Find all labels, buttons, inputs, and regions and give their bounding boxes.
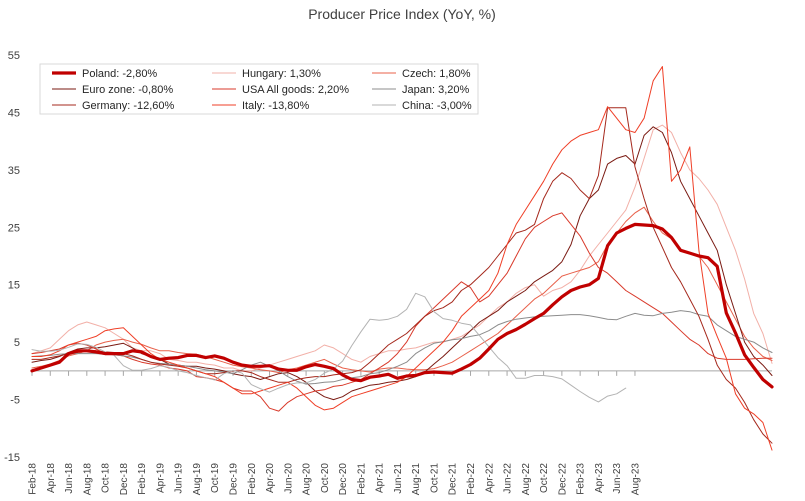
legend-label: China: -3,00%	[402, 100, 472, 112]
x-tick-label: Oct-19	[210, 463, 221, 493]
x-tick-label: Dec-22	[557, 463, 568, 496]
y-axis: -15 -5 5 15 25 35 45 55	[4, 50, 20, 464]
legend-label: Japan: 3,20%	[402, 84, 469, 96]
y-tick-label: 15	[8, 280, 20, 292]
x-tick-label: Dec-19	[228, 463, 239, 496]
x-tick-label: Jun-20	[283, 463, 294, 494]
x-tick-label: Feb-20	[247, 463, 258, 495]
x-tick-label: Aug-20	[302, 463, 313, 496]
y-tick-label: 5	[14, 337, 20, 349]
x-tick-label: Jun-18	[64, 463, 75, 494]
x-tick-label: Feb-18	[28, 463, 39, 495]
x-tick-label: Feb-19	[137, 463, 148, 495]
y-tick-label: -5	[10, 395, 20, 407]
legend: Poland: -2,80% Hungary: 1,30% Czech: 1,80%…	[39, 63, 479, 115]
x-tick-label: Dec-20	[338, 463, 349, 496]
series-lines	[30, 66, 774, 451]
x-tick-label: Feb-21	[356, 463, 367, 495]
x-tick-label: Dec-21	[448, 463, 459, 496]
series-line-germany	[31, 107, 773, 444]
y-tick-label: 35	[8, 165, 20, 177]
series-line-euro-zone	[31, 126, 773, 401]
x-tick-label: Aug-21	[411, 463, 422, 496]
x-tick-label: Jun-23	[612, 463, 623, 494]
x-tick-label: Feb-22	[466, 463, 477, 495]
legend-label: USA All goods: 2,20%	[242, 84, 349, 96]
x-tick-label: Aug-23	[630, 463, 641, 496]
legend-box	[39, 63, 479, 115]
x-tick-label: Apr-19	[155, 463, 166, 493]
y-tick-label: 25	[8, 222, 20, 234]
legend-label: Poland: -2,80%	[82, 68, 157, 80]
series-line-usa-all-goods	[31, 212, 773, 412]
legend-label: Italy: -13,80%	[242, 100, 309, 112]
series-line-poland	[30, 222, 774, 389]
legend-label: Hungary: 1,30%	[242, 68, 321, 80]
x-tick-label: Aug-18	[82, 463, 93, 496]
y-tick-label: 45	[8, 107, 20, 119]
x-tick-label: Apr-20	[265, 463, 276, 493]
legend-label: Czech: 1,80%	[402, 68, 471, 80]
legend-label: Germany: -12,60%	[82, 100, 175, 112]
series-line-china	[31, 292, 627, 403]
x-tick-label: Apr-22	[484, 463, 495, 493]
x-tick-label: Aug-19	[192, 463, 203, 496]
x-tick-label: Feb-23	[576, 463, 587, 495]
x-tick-label: Dec-18	[119, 463, 130, 496]
x-tick-label: Apr-18	[46, 463, 57, 493]
x-tick-label: Jun-21	[393, 463, 404, 494]
y-tick-label: -15	[4, 452, 20, 464]
legend-label: Euro zone: -0,80%	[82, 84, 173, 96]
x-tick-label: Oct-20	[320, 463, 331, 493]
x-tick-label: Oct-22	[539, 463, 550, 493]
series-line-italy	[31, 66, 773, 451]
x-tick-label: Apr-23	[594, 463, 605, 493]
x-tick-label: Apr-21	[375, 463, 386, 493]
x-tick-label: Oct-21	[429, 463, 440, 493]
x-axis: Feb-18 Apr-18 Jun-18 Aug-18 Oct-18 Dec-18 Feb-…	[28, 370, 772, 496]
chart-title: Producer Price Index (YoY, %)	[308, 6, 496, 22]
x-tick-label: Jun-19	[174, 463, 185, 494]
x-tick-label: Oct-18	[101, 463, 112, 493]
series-line-hungary	[31, 124, 773, 372]
x-tick-label: Aug-22	[521, 463, 532, 496]
x-tick-label: Jun-22	[503, 463, 514, 494]
y-tick-label: 55	[8, 50, 20, 62]
